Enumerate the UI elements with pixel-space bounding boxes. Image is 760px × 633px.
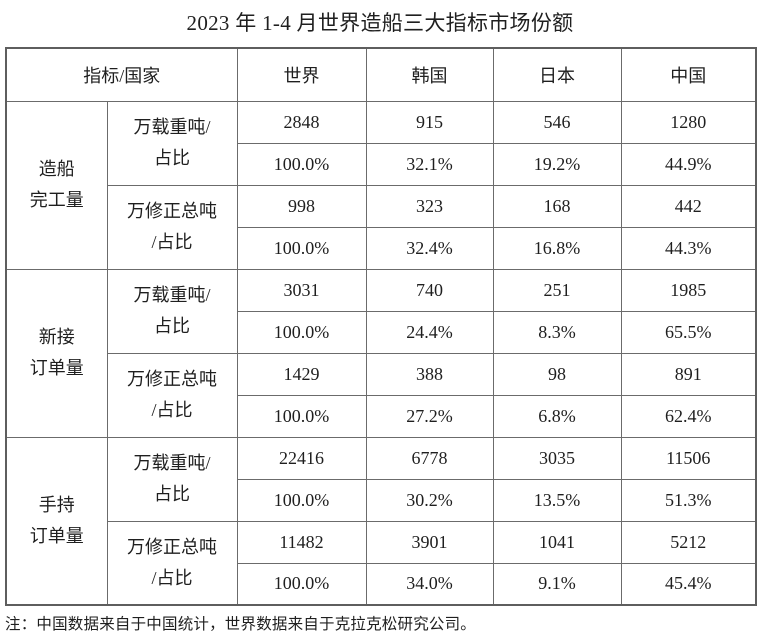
label-line: 万修正总吨 bbox=[127, 201, 217, 222]
table-row: 万修正总吨 /占比 11482 3901 1041 5212 bbox=[6, 520, 757, 606]
label-line: 占比 bbox=[154, 484, 190, 504]
value-cell: 22416 bbox=[236, 436, 367, 480]
label-line: /占比 bbox=[151, 232, 193, 252]
table-row: 100.0% 32.1% 19.2% 44.9% bbox=[6, 142, 757, 186]
metric-label-cgt: 万修正总吨 /占比 bbox=[106, 352, 238, 438]
value-cell: 891 bbox=[620, 352, 757, 396]
table-row: 100.0% 27.2% 6.8% 62.4% bbox=[6, 394, 757, 438]
share-cell: 44.3% bbox=[620, 226, 757, 270]
metric-label-cgt: 万修正总吨 /占比 bbox=[106, 520, 238, 606]
value-cell: 1280 bbox=[620, 100, 757, 144]
value-cell: 1985 bbox=[620, 268, 757, 312]
label-line: 完工量 bbox=[29, 190, 84, 210]
share-cell: 100.0% bbox=[236, 478, 367, 522]
column-header-japan: 日本 bbox=[492, 47, 622, 102]
value-cell: 11482 bbox=[236, 520, 367, 564]
value-cell: 388 bbox=[365, 352, 494, 396]
label-line: 万载重吨/ bbox=[133, 453, 211, 474]
value-cell: 3035 bbox=[492, 436, 622, 480]
value-cell: 2848 bbox=[236, 100, 367, 144]
share-cell: 8.3% bbox=[492, 310, 622, 354]
table-row: 100.0% 24.4% 8.3% 65.5% bbox=[6, 310, 757, 354]
value-cell: 323 bbox=[365, 184, 494, 228]
column-header-china: 中国 bbox=[620, 47, 757, 102]
row-group-label-orderbook: 手持 订单量 bbox=[5, 436, 108, 606]
share-cell: 32.1% bbox=[365, 142, 494, 186]
share-cell: 9.1% bbox=[492, 562, 622, 606]
page-title: 2023 年 1-4 月世界造船三大指标市场份额 bbox=[186, 11, 574, 35]
table-header-row: 指标/国家 世界 韩国 日本 中国 bbox=[5, 47, 757, 102]
label-line: 万修正总吨 bbox=[127, 369, 217, 390]
label-line: 占比 bbox=[154, 148, 190, 168]
label-line: 万修正总吨 bbox=[127, 537, 217, 558]
column-header-korea: 韩国 bbox=[365, 47, 494, 102]
share-cell: 45.4% bbox=[620, 562, 757, 606]
value-cell: 168 bbox=[492, 184, 622, 228]
share-cell: 32.4% bbox=[365, 226, 494, 270]
value-cell: 740 bbox=[365, 268, 494, 312]
share-cell: 34.0% bbox=[365, 562, 494, 606]
value-cell: 98 bbox=[492, 352, 622, 396]
label-line: 万载重吨/ bbox=[133, 285, 211, 306]
value-cell: 251 bbox=[492, 268, 622, 312]
value-cell: 3031 bbox=[236, 268, 367, 312]
share-cell: 30.2% bbox=[365, 478, 494, 522]
label-line: 万载重吨/ bbox=[133, 117, 211, 138]
row-group-label-new-orders: 新接 订单量 bbox=[5, 268, 108, 438]
share-cell: 16.8% bbox=[492, 226, 622, 270]
value-cell: 1041 bbox=[492, 520, 622, 564]
value-cell: 442 bbox=[620, 184, 757, 228]
share-cell: 65.5% bbox=[620, 310, 757, 354]
share-cell: 100.0% bbox=[236, 142, 367, 186]
metric-label-dwt: 万载重吨/ 占比 bbox=[106, 268, 238, 354]
table-row: 100.0% 34.0% 9.1% 45.4% bbox=[6, 562, 757, 606]
value-cell: 1429 bbox=[236, 352, 367, 396]
corner-header: 指标/国家 bbox=[5, 47, 238, 102]
label-line: 手持 bbox=[38, 495, 75, 516]
label-line: 占比 bbox=[154, 316, 190, 336]
value-cell: 5212 bbox=[620, 520, 757, 564]
share-cell: 19.2% bbox=[492, 142, 622, 186]
share-cell: 24.4% bbox=[365, 310, 494, 354]
row-group-label-completions: 造船 完工量 bbox=[5, 100, 108, 270]
label-line: /占比 bbox=[151, 567, 193, 588]
value-cell: 6778 bbox=[365, 436, 494, 480]
footnote: 注：中国数据来自于中国统计，世界数据来自于克拉克松研究公司。 bbox=[5, 616, 477, 633]
table-row: 100.0% 32.4% 16.8% 44.3% bbox=[6, 226, 757, 270]
label-line: 订单量 bbox=[29, 358, 84, 378]
share-cell: 13.5% bbox=[492, 478, 622, 522]
table-row: 造船 完工量 万载重吨/ 占比 2848 915 546 1280 bbox=[5, 100, 757, 270]
value-cell: 915 bbox=[365, 100, 494, 144]
share-cell: 100.0% bbox=[236, 394, 367, 438]
share-cell: 62.4% bbox=[620, 394, 757, 438]
share-cell: 6.8% bbox=[492, 394, 622, 438]
label-line: 订单量 bbox=[29, 525, 84, 546]
table-row: 100.0% 30.2% 13.5% 51.3% bbox=[6, 478, 757, 522]
share-cell: 27.2% bbox=[365, 394, 494, 438]
value-cell: 11506 bbox=[620, 436, 757, 480]
label-line: 新接 bbox=[38, 327, 75, 348]
metric-label-dwt: 万载重吨/ 占比 bbox=[106, 436, 238, 522]
table-row: 万修正总吨 /占比 1429 388 98 891 bbox=[6, 352, 757, 438]
share-cell: 51.3% bbox=[620, 478, 757, 522]
table-row: 新接 订单量 万载重吨/ 占比 3031 740 251 1985 bbox=[5, 268, 757, 438]
share-cell: 100.0% bbox=[236, 562, 367, 606]
market-share-table: 指标/国家 世界 韩国 日本 中国 造船 完工量 万载重吨/ 占比 2848 9… bbox=[5, 47, 758, 606]
share-cell: 100.0% bbox=[236, 226, 367, 270]
table-row: 万修正总吨 /占比 998 323 168 442 bbox=[6, 184, 757, 270]
metric-label-dwt: 万载重吨/ 占比 bbox=[106, 100, 238, 186]
table-row: 手持 订单量 万载重吨/ 占比 22416 6778 3035 11506 bbox=[5, 436, 757, 606]
value-cell: 3901 bbox=[365, 520, 494, 564]
label-line: /占比 bbox=[151, 400, 193, 420]
value-cell: 546 bbox=[492, 100, 622, 144]
label-line: 造船 bbox=[38, 159, 75, 180]
share-cell: 100.0% bbox=[236, 310, 367, 354]
column-header-world: 世界 bbox=[236, 47, 367, 102]
metric-label-cgt: 万修正总吨 /占比 bbox=[106, 184, 238, 270]
share-cell: 44.9% bbox=[620, 142, 757, 186]
value-cell: 998 bbox=[236, 184, 367, 228]
